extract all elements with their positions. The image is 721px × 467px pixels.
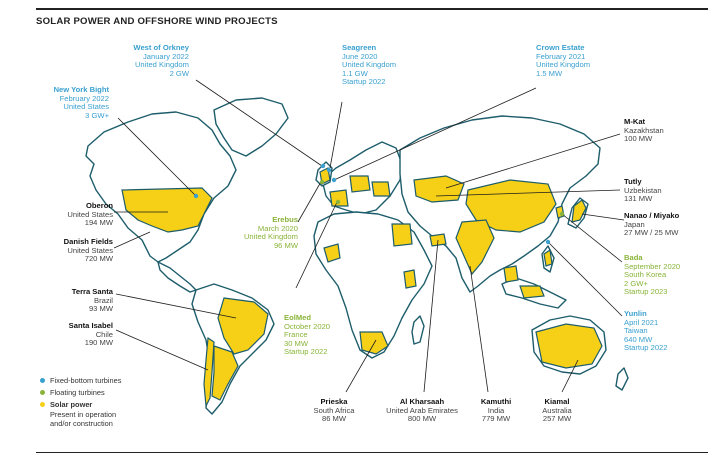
central-america [157,261,197,293]
leader-terra-santa [115,293,237,319]
indonesia-solar [519,285,545,299]
floating-dot-icon [40,390,45,395]
leader-yunlin [547,241,623,317]
label-kiamal: Kiamal Australia 257 MW [542,397,572,424]
label-oberon: Oberon United States 194 MW [67,201,113,228]
marker-new-york-bight [193,193,199,199]
label-terra-santa: Terra Santa Brazil 93 MW [71,287,113,314]
label-yunlin: Yunlin April 2021 Taiwan 640 MW Startup … [624,309,668,353]
india-solar [455,219,495,276]
label-eolmed: EolMed October 2020 France 30 MW Startup… [284,313,331,357]
leader-al-kharsaah [423,239,439,393]
europe-solar-2 [349,175,371,193]
legend-solar: Solar power [40,400,121,410]
west-africa-solar [323,243,341,263]
label-west-of-orkney: West of Orkney January 2022 United Kingd… [133,43,189,78]
leader-crown-estate [333,87,537,181]
marker-erebus [319,179,325,185]
leader-prieska [345,339,377,393]
leader-eolmed [295,199,339,289]
leader-west-of-orkney [195,79,323,167]
fixed-bottom-dot-icon [40,378,45,383]
leader-santa-isabel [115,329,209,371]
madagascar [411,315,425,345]
australia-solar [535,323,603,369]
east-africa-solar [403,269,417,289]
label-santa-isabel: Santa Isabel Chile 190 MW [68,321,113,348]
label-nanao-miyako: Nanao / Miyako Japan 27 MW / 25 MW [624,211,680,238]
leader-seagreen [329,101,343,169]
legend-floating: Floating turbines [40,388,121,400]
leader-tutly [435,189,621,197]
label-crown-estate: Crown Estate February 2021 United Kingdo… [536,43,591,78]
solar-dot-icon [40,402,45,407]
top-rule [36,8,708,10]
marker-eolmed [335,199,341,205]
label-bada: Bada September 2020 South Korea 2 GW+ St… [624,253,681,297]
europe-solar-3 [371,181,391,197]
usa-solar [121,187,213,233]
label-seagreen: Seagreen June 2020 United Kingdom 1.1 GW… [342,43,397,87]
label-tutly: Tutly Uzbekistan 131 MW [624,177,662,204]
label-new-york-bight: New York Bight February 2022 United Stat… [53,85,109,120]
marker-crown-estate [331,177,337,183]
sea-solar [503,265,519,283]
leader-bada [561,213,623,263]
leader-kamuthi [469,265,489,393]
leader-nanao [581,213,625,221]
label-kamuthi: Kamuthi India 779 MW [480,397,512,424]
legend-fixed-bottom: Fixed-bottom turbines [40,376,121,388]
leader-new-york-bight [117,117,197,197]
leader-danish-fields [113,231,151,249]
egypt-solar [391,223,413,247]
label-erebus: Erebus March 2020 United Kingdom 96 MW [243,215,298,250]
leader-kiamal [561,359,579,393]
new-zealand [615,367,629,391]
legend: Fixed-bottom turbines Floating turbines … [40,376,121,428]
bottom-rule [36,452,708,453]
brazil-solar [217,297,269,355]
marker-seagreen [326,167,332,173]
label-prieska: Prieska South Africa 86 MW [313,397,355,424]
legend-solar-sub1: Present in operation [50,410,117,419]
page-title: SOLAR POWER AND OFFSHORE WIND PROJECTS [36,16,278,27]
europe-solar-1 [329,189,349,207]
marker-yunlin [545,239,551,245]
argentina-solar [211,345,239,401]
label-al-kharsaah: Al Kharsaah United Arab Emirates 800 MW [386,397,458,424]
marker-bada [559,211,565,217]
label-danish-fields: Danish Fields United States 720 MW [63,237,113,264]
marker-west-of-orkney [320,163,326,169]
label-m-kat: M-Kat Kazakhstan 100 MW [624,117,664,144]
greenland [213,97,289,157]
legend-solar-sub2: and/or construction [50,419,113,428]
leader-erebus [297,179,323,223]
leader-m-kat [445,133,621,189]
philippines-solar [543,248,553,267]
africa [313,211,433,359]
